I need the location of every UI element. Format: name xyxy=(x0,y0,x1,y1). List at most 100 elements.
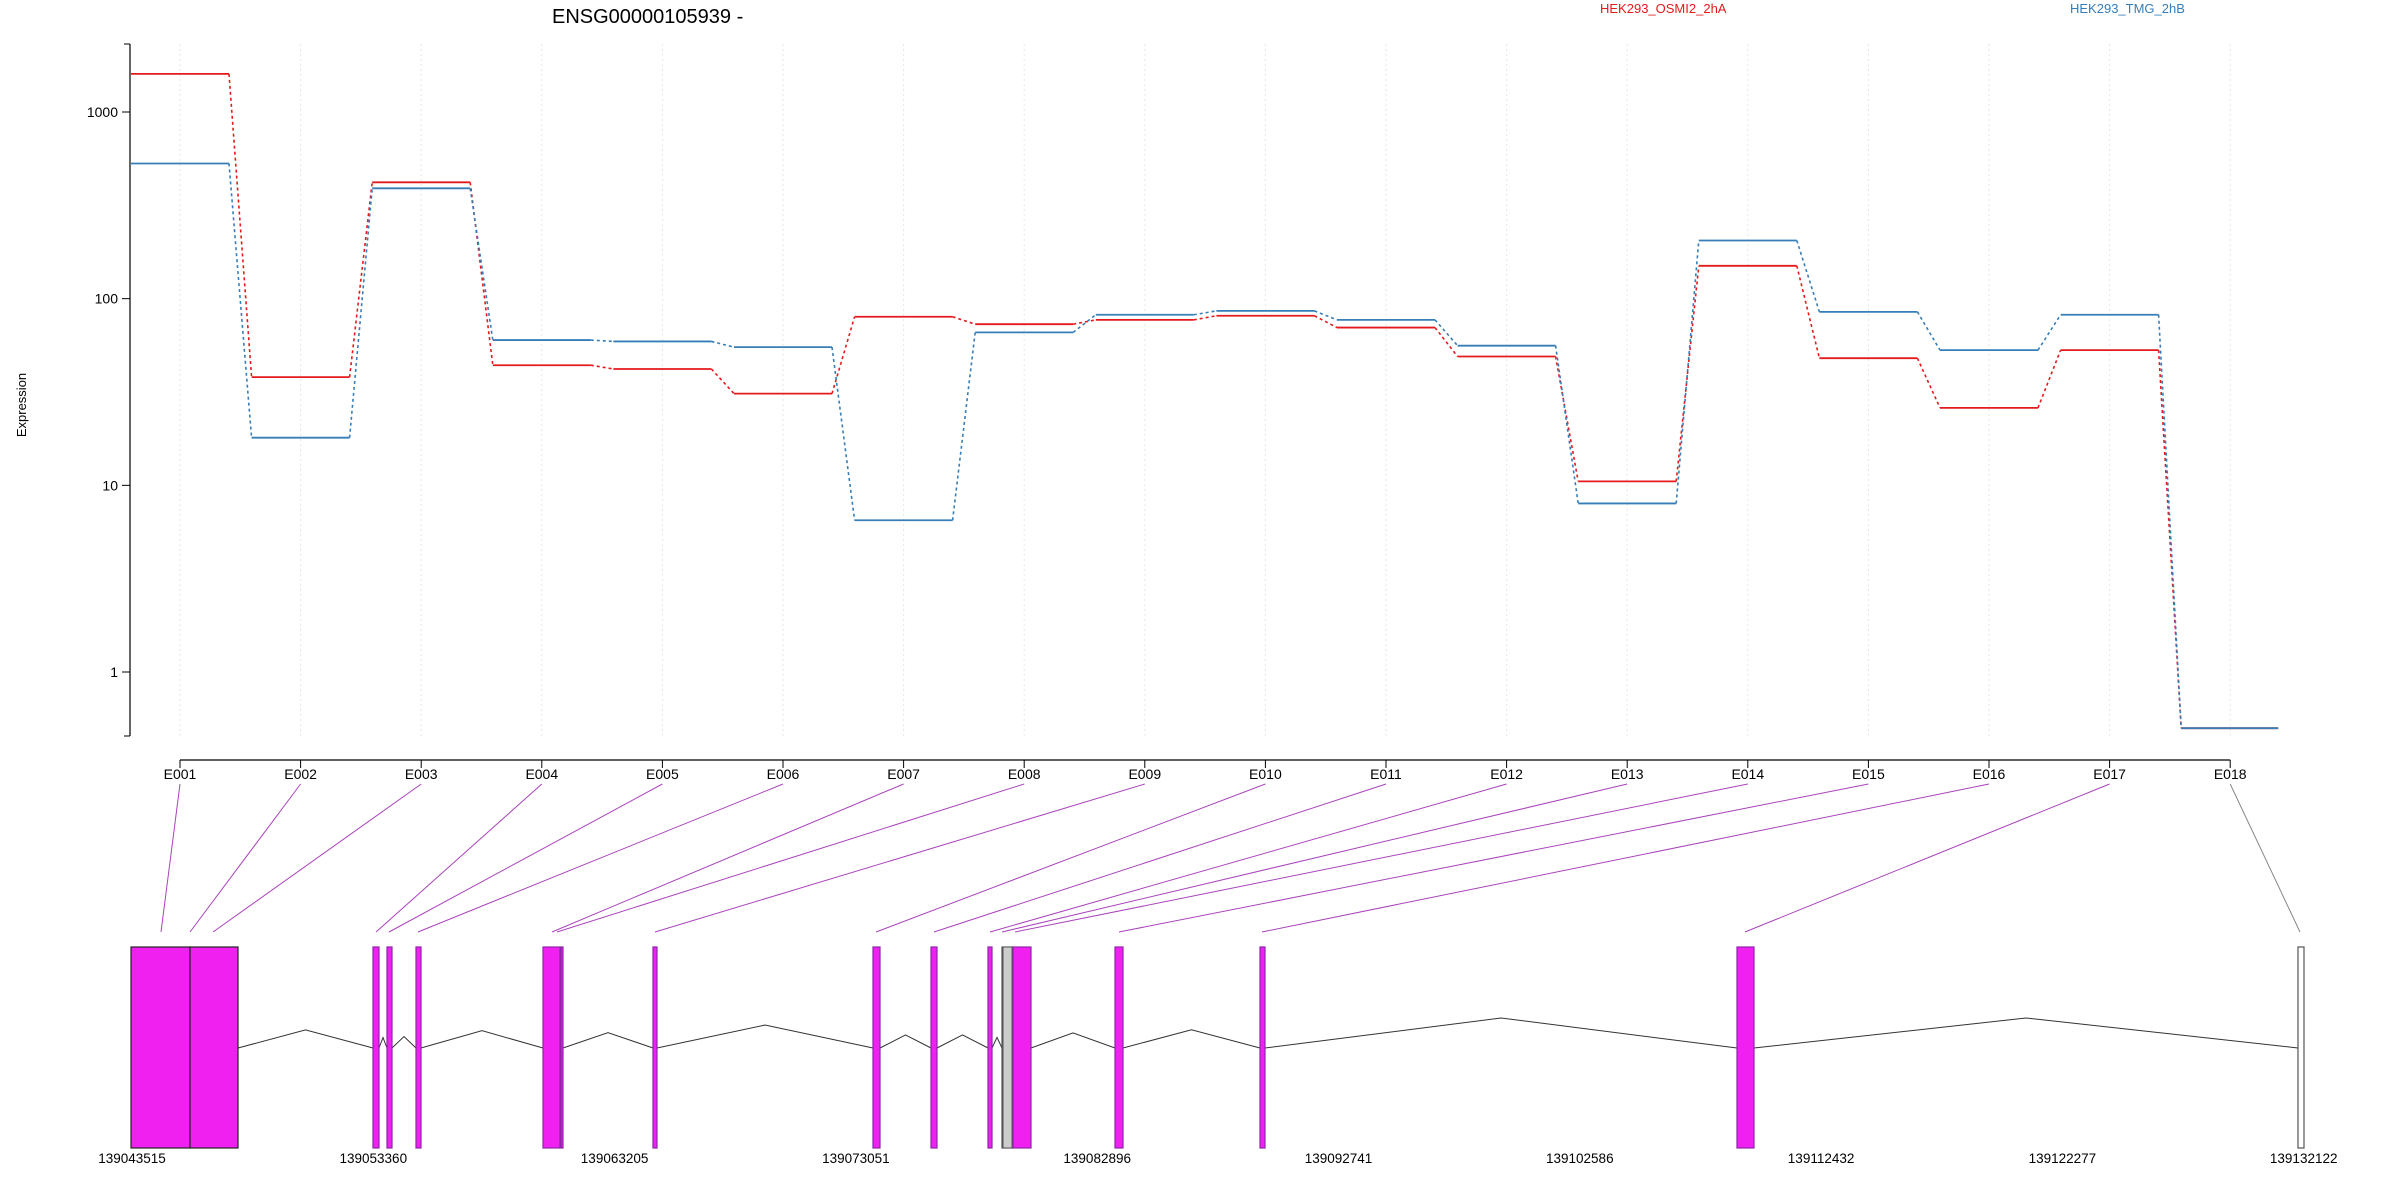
intron-line xyxy=(1030,1032,1116,1049)
x-tick-label: E001 xyxy=(164,766,197,782)
exon-connector-line xyxy=(160,783,181,933)
exon-connector-line xyxy=(212,783,422,933)
x-tick-label: E011 xyxy=(1370,766,1402,782)
grid-lines xyxy=(179,44,2231,736)
x-tick-label: E010 xyxy=(1249,766,1282,782)
intron-line xyxy=(991,1036,1003,1049)
x-tick-label: E013 xyxy=(1611,766,1644,782)
x-tick-label: E002 xyxy=(284,766,317,782)
series-connector xyxy=(1314,310,1338,321)
series-connector xyxy=(590,364,614,370)
exon-connectors xyxy=(160,783,2301,933)
chart-title: ENSG00000105939 - xyxy=(552,6,743,28)
coordinate-label: 139073051 xyxy=(822,1151,890,1166)
exon-block xyxy=(415,946,422,1149)
exon-block xyxy=(130,946,191,1149)
series-connector xyxy=(952,315,976,325)
x-tick-label: E003 xyxy=(405,766,438,782)
series-connector xyxy=(228,163,253,438)
series-connector xyxy=(2037,349,2062,409)
series-connector xyxy=(831,316,856,394)
intron-line xyxy=(237,1029,374,1049)
y-tick-label: 1000 xyxy=(87,104,118,120)
exon-block xyxy=(930,946,938,1149)
series-lines xyxy=(131,72,2279,730)
intron-line xyxy=(378,1036,388,1049)
x-tick-label: E014 xyxy=(1731,766,1764,782)
coordinate-label: 139053360 xyxy=(340,1151,408,1166)
gene-model: 139043515 139053360 139063205 139073051 1390… xyxy=(98,946,2337,1166)
legend-entry-osmi2: HEK293_OSMI2_2hA xyxy=(1600,1,1727,16)
series-connector xyxy=(1314,315,1338,329)
exon-block-noncoding xyxy=(2297,946,2305,1149)
y-axis-label: Expression xyxy=(14,373,29,437)
intron-line xyxy=(391,1035,417,1049)
exon-connector-line xyxy=(1001,783,1628,933)
series-connector xyxy=(1434,327,1459,357)
series-connector xyxy=(2157,350,2182,729)
exon-block xyxy=(560,946,564,1149)
series-connector xyxy=(1796,265,1821,359)
intron-line xyxy=(1122,1029,1261,1049)
exon-block xyxy=(872,946,881,1149)
coordinate-label: 139043515 xyxy=(98,1151,166,1166)
exon-block-noncoding xyxy=(1002,946,1013,1149)
exon-connector-line xyxy=(1261,783,1990,933)
exon-connector-line xyxy=(1118,783,1869,933)
series-connector xyxy=(1073,319,1096,325)
intron-line xyxy=(936,1034,989,1049)
exon-connector-line xyxy=(388,783,663,933)
series-connector xyxy=(1554,345,1579,504)
exon-block xyxy=(1259,946,1266,1149)
x-tick-label: E004 xyxy=(525,766,558,782)
exon-block xyxy=(1114,946,1124,1149)
exon-block xyxy=(189,946,239,1149)
x-tick-label: E017 xyxy=(2093,766,2126,782)
exon-block xyxy=(1736,946,1755,1149)
series-connector xyxy=(1675,240,1700,504)
exon-block xyxy=(386,946,393,1149)
exon-connector-line xyxy=(375,783,543,933)
intron-line xyxy=(1264,1017,1738,1049)
series-connector xyxy=(348,182,373,378)
exon-block xyxy=(1012,946,1032,1149)
intron-line xyxy=(879,1034,932,1049)
series-connector xyxy=(1916,311,1941,351)
exon-connector-line xyxy=(1744,783,2110,933)
x-tick-label: E009 xyxy=(1128,766,1161,782)
series-connector xyxy=(228,73,253,378)
exon-connector-line xyxy=(2229,783,2301,933)
coordinate-label: 139082896 xyxy=(1063,1151,1131,1166)
axes: 1 10 100 1000 E001 E002 E003 E004 E005 E006 E007 E0… xyxy=(87,43,2247,782)
intron-line xyxy=(562,1032,654,1049)
coordinate-label: 139063205 xyxy=(581,1151,649,1166)
x-tick-label: E006 xyxy=(767,766,800,782)
y-tick-label: 100 xyxy=(95,291,119,307)
series-connector xyxy=(1675,265,1700,482)
series-connector xyxy=(711,340,735,348)
exon-connector-line xyxy=(1014,783,1748,933)
exon-block xyxy=(372,946,380,1149)
legend-entry-tmg: HEK293_TMG_2hB xyxy=(2070,1,2185,16)
series-connector xyxy=(951,332,976,521)
exon-connector-line xyxy=(933,783,1387,933)
series-connector xyxy=(710,368,735,395)
intron-line xyxy=(420,1030,544,1049)
series-connector xyxy=(1193,310,1217,316)
x-tick-label: E007 xyxy=(887,766,920,782)
series-connector xyxy=(2037,314,2062,351)
exon-connector-line xyxy=(875,783,1266,933)
exon-block xyxy=(652,946,658,1149)
coordinate-label: 139122277 xyxy=(2029,1151,2097,1166)
series-connector xyxy=(348,188,373,438)
x-tick-label: E008 xyxy=(1008,766,1041,782)
exon-connector-line xyxy=(189,783,302,933)
coordinate-label: 139102586 xyxy=(1546,1151,1614,1166)
x-tick-label: E018 xyxy=(2214,766,2247,782)
x-tick-label: E016 xyxy=(1973,766,2006,782)
series-connector xyxy=(1796,240,1821,313)
series-connector xyxy=(1916,357,1941,409)
series-connector xyxy=(831,347,856,521)
x-tick-label: E015 xyxy=(1852,766,1885,782)
